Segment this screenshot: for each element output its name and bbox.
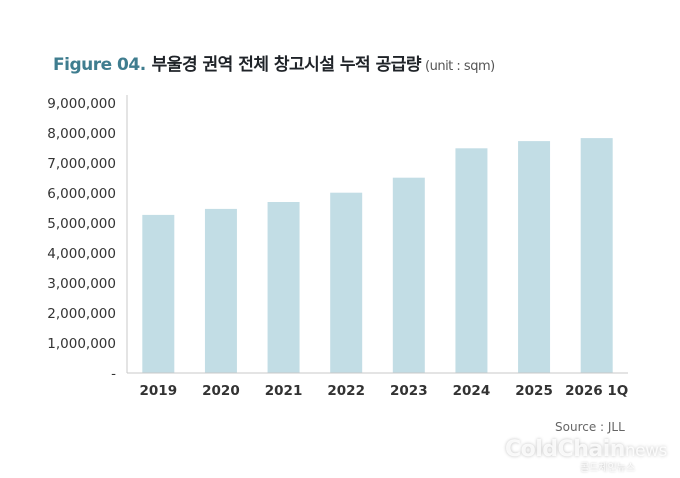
y-tick-label: 3,000,000 [47,276,116,292]
title-text: 부울경 권역 전체 창고시설 누적 공급량 [151,55,422,75]
watermark-suffix: news [624,441,668,461]
watermark-tagline: 콜드체인뉴스 [580,463,636,474]
x-tick-label: 2025 [515,383,553,399]
bar-2019 [142,214,175,373]
y-tick-label: 4,000,000 [47,246,116,262]
y-tick-label: 9,000,000 [47,96,116,112]
x-tick-label: 2020 [202,383,240,399]
x-tick-label: 2026 1Q [565,383,628,399]
y-tick-label: 7,000,000 [47,156,116,172]
bar-2021 [267,202,300,373]
x-tick-label: 2019 [140,383,178,399]
bar-2026-1Q [580,138,613,373]
unit-label: (unit : sqm) [425,59,495,74]
source-note: Source : JLL [555,420,625,434]
y-tick-label: - [111,366,116,382]
y-tick-label: 6,000,000 [47,186,116,202]
x-tick-label: 2021 [265,383,303,399]
bar-2023 [392,177,425,373]
watermark-brand: ColdChain [505,437,625,462]
bar-2020 [204,208,237,373]
bar-2024 [455,148,488,373]
x-tick-label: 2024 [453,383,491,399]
chart-title: Figure 04. 부울경 권역 전체 창고시설 누적 공급량 (unit : s… [53,50,495,75]
figure-label: Figure 04. [53,55,146,75]
watermark-logo: ColdChainnews [505,438,667,463]
y-tick-label: 5,000,000 [47,216,116,232]
y-tick-label: 1,000,000 [47,336,116,352]
bar-2022 [330,192,363,373]
x-tick-label: 2023 [390,383,428,399]
y-tick-label: 2,000,000 [47,306,116,322]
bar-2025 [518,141,551,373]
x-tick-label: 2022 [327,383,365,399]
y-tick-label: 8,000,000 [47,126,116,142]
